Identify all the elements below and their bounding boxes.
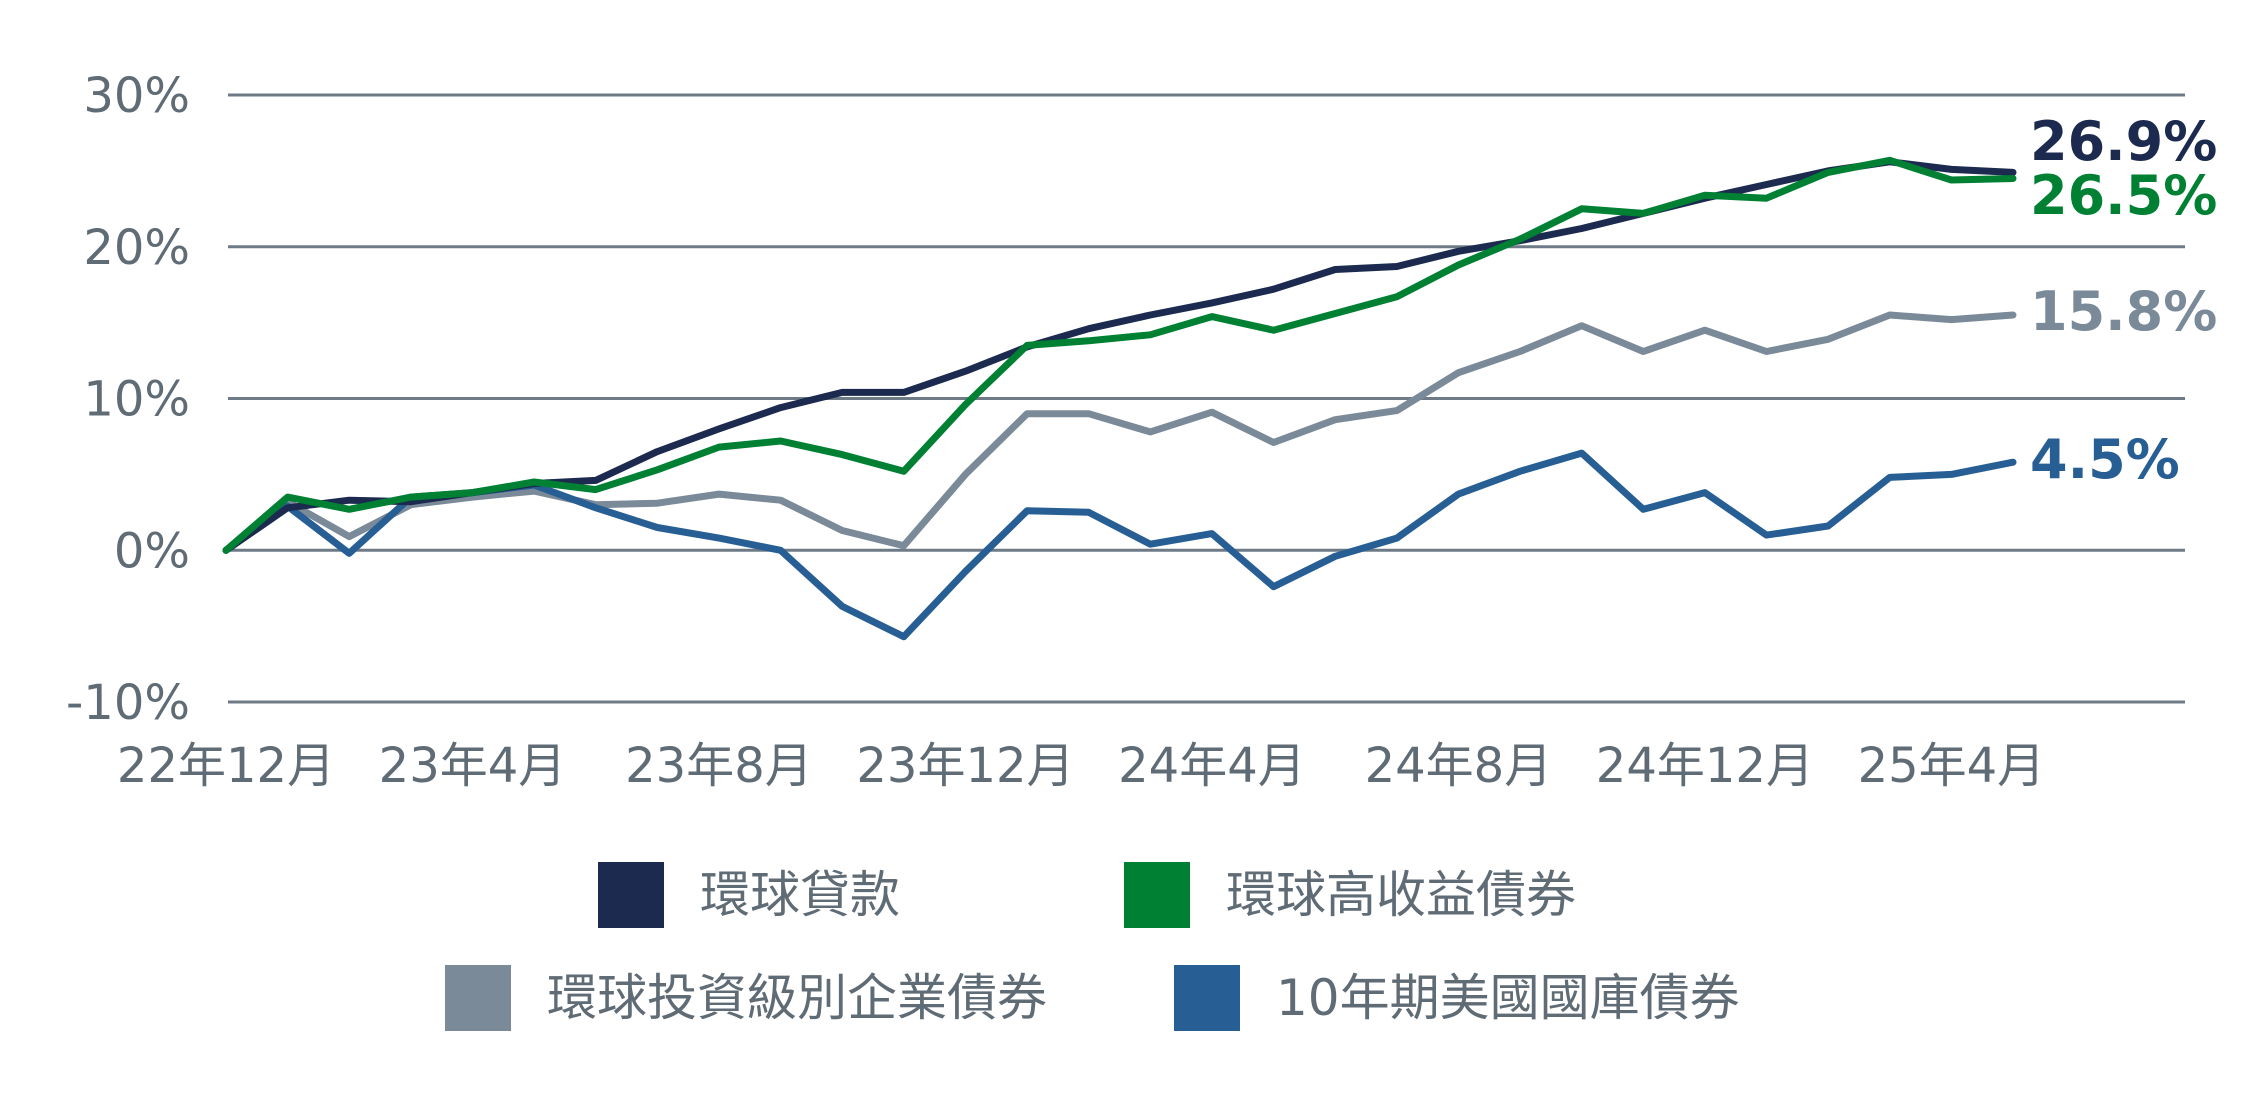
series-line <box>222 156 2017 554</box>
legend-swatch <box>1174 965 1240 1031</box>
x-tick-label: 24年8月 <box>1365 738 1553 794</box>
legend-item: 環球投資級別企業債券 <box>445 965 1047 1031</box>
legend-swatch <box>598 862 664 928</box>
legend-label: 環球高收益債券 <box>1226 866 1576 924</box>
end-value-label: 15.8% <box>2030 280 2217 343</box>
x-tick-label: 23年12月 <box>856 738 1074 794</box>
legend-swatch <box>1124 862 1190 928</box>
legend-label: 環球貸款 <box>700 866 900 924</box>
y-tick-label: 10% <box>83 372 190 428</box>
gridlines <box>228 93 2185 704</box>
x-tick-label: 22年12月 <box>117 738 335 794</box>
y-axis-tick-labels: 30% 20% 10% 0% -10% <box>66 68 190 731</box>
series-lines <box>222 156 2017 641</box>
legend-item: 環球貸款 <box>598 862 900 928</box>
x-axis-tick-labels: 22年12月 23年4月 23年8月 23年12月 24年4月 24年8月 24年12月 25… <box>117 738 2045 794</box>
end-value-label: 4.5% <box>2030 428 2180 491</box>
x-tick-label: 24年4月 <box>1118 738 1306 794</box>
x-tick-label: 23年8月 <box>625 738 813 794</box>
legend-item: 環球高收益債券 <box>1124 862 1576 928</box>
y-tick-label: -10% <box>66 675 190 731</box>
x-tick-label: 25年4月 <box>1858 738 2046 794</box>
y-tick-label: 30% <box>83 68 190 124</box>
legend-item: 10年期美國國庫債券 <box>1174 965 1740 1031</box>
y-tick-label: 0% <box>114 523 190 579</box>
end-value-labels: 26.9%26.5% 15.8% 4.5% <box>2030 110 2217 491</box>
series-line <box>222 311 2017 554</box>
x-tick-label: 24年12月 <box>1596 738 1814 794</box>
x-tick-label: 23年4月 <box>379 738 567 794</box>
y-tick-label: 20% <box>83 220 190 276</box>
legend-swatch <box>445 965 511 1031</box>
series-line <box>222 449 2017 641</box>
end-value-label: 26.9% <box>2030 110 2217 173</box>
legend-label: 10年期美國國庫債券 <box>1276 969 1740 1027</box>
legend-label: 環球投資級別企業債券 <box>547 969 1047 1027</box>
end-value-label: 26.5% <box>2030 164 2217 227</box>
